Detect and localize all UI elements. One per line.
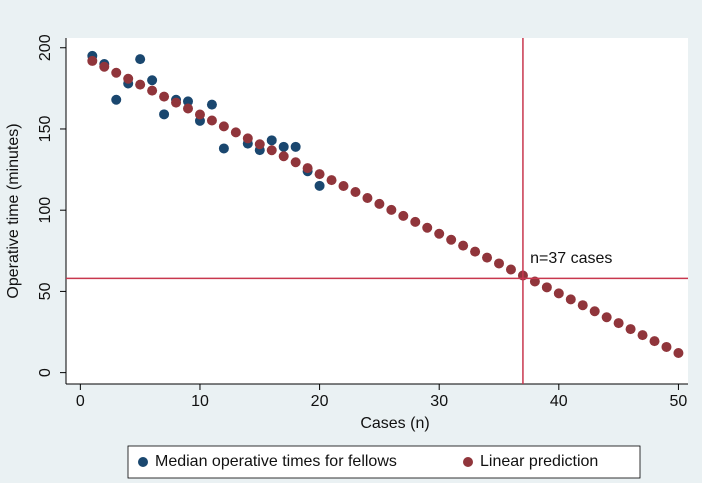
point (458, 240, 469, 251)
point (470, 246, 481, 257)
point (99, 61, 110, 72)
x-tick-label: 10 (191, 393, 209, 410)
legend-marker (138, 457, 148, 467)
point (494, 258, 505, 269)
point (577, 300, 588, 311)
point (625, 324, 636, 335)
y-axis-title: Operative time (minutes) (5, 123, 22, 298)
y-tick-label: 100 (37, 197, 54, 224)
point (338, 180, 349, 191)
x-tick-label: 40 (550, 393, 568, 410)
point (362, 193, 373, 204)
point (434, 228, 445, 239)
point (398, 210, 409, 221)
point (422, 222, 433, 233)
point (278, 151, 289, 162)
point (254, 139, 265, 150)
point (123, 73, 134, 84)
point (326, 175, 337, 186)
point (673, 347, 684, 358)
point (206, 115, 217, 126)
plot-area (66, 38, 688, 384)
y-tick-label: 0 (37, 368, 54, 377)
point (446, 234, 457, 245)
y-tick-label: 50 (37, 282, 54, 300)
point (541, 282, 552, 293)
legend-marker (463, 457, 473, 467)
point (649, 336, 660, 347)
point (183, 103, 194, 114)
y-tick-label: 150 (37, 116, 54, 143)
point (589, 306, 600, 317)
point (613, 318, 624, 329)
point (111, 94, 122, 105)
point (111, 67, 122, 78)
point (230, 127, 241, 138)
point (278, 141, 289, 152)
point (661, 341, 672, 352)
x-tick-label: 50 (670, 393, 688, 410)
point (290, 141, 301, 152)
y-tick-label: 200 (37, 34, 54, 61)
x-axis-title: Cases (n) (360, 415, 429, 432)
point (601, 312, 612, 323)
point (302, 163, 313, 174)
point (171, 97, 182, 108)
point (553, 288, 564, 299)
point (482, 252, 493, 263)
x-tick-label: 20 (311, 393, 329, 410)
legend-label: Median operative times for fellows (155, 453, 397, 470)
x-tick-label: 30 (430, 393, 448, 410)
point (183, 96, 194, 107)
point (194, 109, 205, 120)
point (147, 85, 158, 96)
point (637, 330, 648, 341)
point (374, 198, 385, 209)
annotation: n=37 cases (530, 250, 612, 267)
point (218, 121, 229, 132)
point (505, 264, 516, 275)
point (266, 135, 277, 146)
point (314, 169, 325, 180)
point (350, 186, 361, 197)
point (87, 55, 98, 66)
point (314, 180, 325, 191)
point (206, 99, 217, 110)
legend-label: Linear prediction (480, 453, 598, 470)
point (242, 133, 253, 144)
point (290, 157, 301, 168)
point (266, 145, 277, 156)
point (410, 216, 421, 227)
point (159, 109, 170, 120)
point (565, 294, 576, 305)
point (218, 143, 229, 154)
legend (127, 445, 641, 479)
x-tick-label: 0 (76, 393, 85, 410)
point (147, 75, 158, 86)
point (159, 91, 170, 102)
point (135, 54, 146, 65)
point (386, 204, 397, 215)
point (135, 79, 146, 90)
